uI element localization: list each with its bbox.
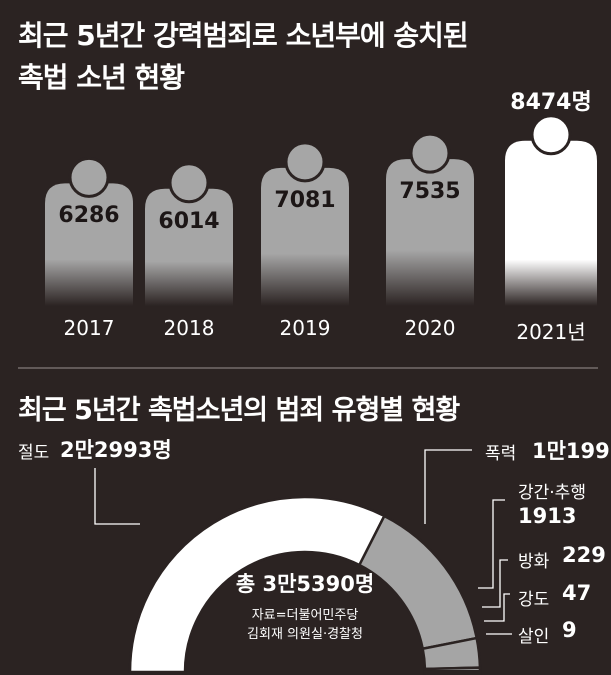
bar-chart-subtitle: 촉법 소년 현황 [18,61,185,94]
figure-head-2019 [284,141,326,183]
slice-label-살인: 살인 [518,627,550,647]
year-label-2017: 2017 [63,316,115,340]
value-label-2019: 7081 [274,187,336,213]
donut-slice-절도 [128,495,386,674]
slice-value-살인: 9 [562,618,577,642]
bar-2017 [45,183,133,306]
donut-slice-폭력 [357,514,479,651]
year-label-2020: 2020 [404,316,456,340]
year-label-2018: 2018 [163,316,215,340]
slice-label-강도: 강도 [518,590,550,610]
donut-slice-살인 [423,670,482,675]
figure-head-2020 [409,132,451,174]
bar-2019 [261,167,349,306]
source-line-2: 김회재 의원실·경찰청 [247,627,363,642]
bar-chart-title: 최근 5년간 강력범죄로 소년부에 송치된 [18,19,469,52]
leader-강도 [484,593,510,622]
slice-label-방화: 방화 [518,552,550,572]
leader-방화 [482,559,508,608]
leader-강간추행 [478,499,505,589]
slice-value-방화: 229 [562,543,606,567]
figure-head-2021년 [530,114,572,156]
value-label-2017: 6286 [58,203,120,229]
year-label-2021년: 2021년 [516,320,586,344]
slice-label-강간추행: 강간·추행 [518,483,586,503]
slice-value-절도: 2만2993명 [60,438,172,462]
donut-chart-title: 최근 5년간 촉법소년의 범죄 유형별 현황 [18,395,460,426]
slice-value-강간추행: 1913 [518,504,577,528]
bar-2021년 [505,140,597,306]
value-label-2018: 6014 [158,208,220,234]
figure-head-2017 [68,156,110,198]
value-label-2020: 7535 [399,179,461,205]
bar-2020 [386,159,474,306]
slice-value-폭력: 1만199 [532,439,610,463]
slice-label-폭력: 폭력 [485,444,517,464]
slice-value-강도: 47 [562,581,592,605]
source-line-1: 자료=더불어민주당 [251,608,359,623]
slice-label-절도: 절도 [18,443,50,463]
leader-폭력 [424,449,472,524]
figure-head-2018 [168,162,210,204]
value-label-2021년: 8474명 [510,89,592,115]
donut-total-label: 총 3만5390명 [235,572,375,596]
bar-2018 [145,188,233,306]
leader-절도 [94,468,140,525]
year-label-2019: 2019 [279,316,331,340]
